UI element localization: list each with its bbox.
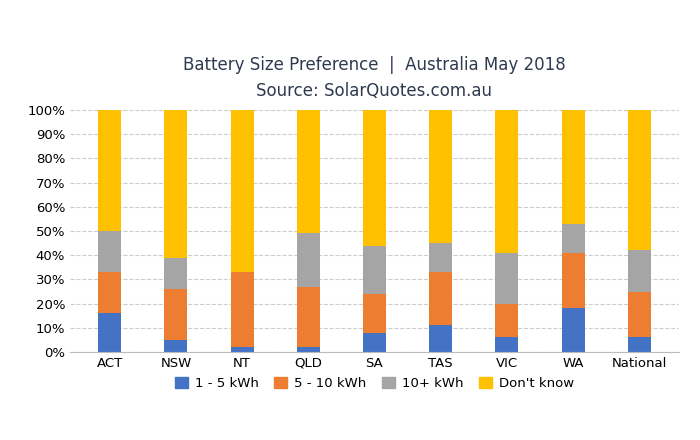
- Bar: [496, 110, 519, 253]
- Bar: [496, 337, 519, 352]
- Bar: [561, 224, 584, 253]
- Bar: [628, 250, 651, 292]
- Bar: [429, 243, 452, 272]
- Bar: [628, 292, 651, 337]
- Bar: [297, 233, 320, 287]
- Bar: [628, 337, 651, 352]
- Bar: [98, 110, 121, 231]
- Bar: [363, 110, 386, 246]
- Bar: [230, 272, 253, 347]
- Bar: [98, 313, 121, 352]
- Bar: [363, 333, 386, 352]
- Bar: [297, 347, 320, 352]
- Bar: [297, 287, 320, 347]
- Bar: [363, 246, 386, 294]
- Bar: [164, 340, 188, 352]
- Bar: [429, 272, 452, 326]
- Bar: [363, 294, 386, 333]
- Bar: [496, 253, 519, 304]
- Bar: [98, 231, 121, 272]
- Bar: [230, 110, 253, 272]
- Bar: [98, 272, 121, 313]
- Bar: [164, 110, 188, 257]
- Bar: [164, 289, 188, 340]
- Bar: [230, 347, 253, 352]
- Bar: [561, 110, 584, 224]
- Legend: 1 - 5 kWh, 5 - 10 kWh, 10+ kWh, Don't know: 1 - 5 kWh, 5 - 10 kWh, 10+ kWh, Don't kn…: [171, 373, 578, 394]
- Bar: [429, 326, 452, 352]
- Bar: [561, 308, 584, 352]
- Bar: [628, 110, 651, 250]
- Bar: [429, 110, 452, 243]
- Bar: [297, 110, 320, 233]
- Bar: [561, 253, 584, 308]
- Bar: [164, 257, 188, 289]
- Title: Battery Size Preference  |  Australia May 2018
Source: SolarQuotes.com.au: Battery Size Preference | Australia May …: [183, 56, 566, 100]
- Bar: [496, 304, 519, 337]
